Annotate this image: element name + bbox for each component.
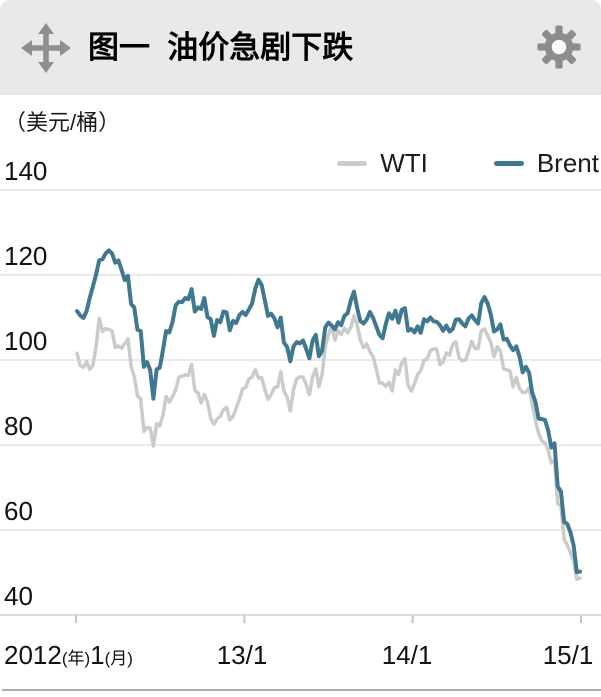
- settings-gear-icon[interactable]: [536, 24, 582, 70]
- y-tick-60: 60: [4, 496, 33, 526]
- y-axis-unit-label: （美元/桶）: [4, 110, 121, 135]
- y-tick-140: 140: [4, 156, 48, 186]
- legend-label-wti: WTI: [380, 148, 428, 178]
- chart-header: 图一 油价急剧下跌: [0, 0, 601, 95]
- line-brent: [75, 248, 582, 575]
- legend-item-brent: Brent: [493, 148, 599, 179]
- x-tick-15-1: 15/1: [542, 640, 594, 670]
- legend: WTI Brent: [337, 148, 599, 179]
- y-tick-80: 80: [4, 411, 33, 441]
- legend-item-wti: WTI: [337, 148, 428, 179]
- x-tick-2012-1: 2012(年)1(月): [4, 640, 133, 670]
- y-tick-120: 120: [4, 241, 48, 271]
- y-tick-100: 100: [4, 326, 48, 356]
- x-tick-14-1: 14/1: [381, 640, 433, 670]
- line-wti: [75, 313, 582, 582]
- wti-line-swatch: [337, 161, 368, 166]
- chart-title: 图一 油价急剧下跌: [88, 30, 354, 65]
- brent-line-swatch: [493, 161, 524, 166]
- y-tick-40: 40: [4, 581, 33, 611]
- bottom-divider: [2, 689, 601, 691]
- move-icon[interactable]: [20, 22, 72, 74]
- legend-label-brent: Brent: [536, 148, 599, 178]
- x-tick-13-1: 13/1: [216, 640, 268, 670]
